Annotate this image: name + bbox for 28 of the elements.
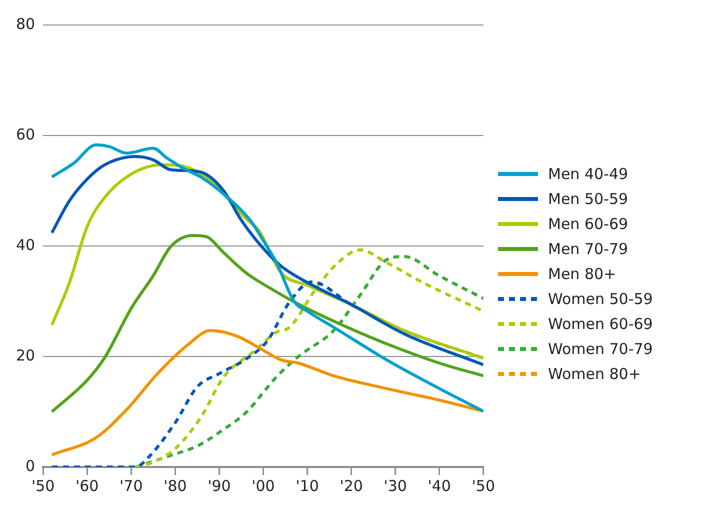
legend-label: Men 80+	[548, 264, 616, 282]
y-tick-label: 40	[16, 236, 36, 254]
x-tick-label: '00	[252, 476, 275, 495]
x-tick-label: '80	[164, 476, 187, 495]
x-tick-label: '50	[31, 476, 55, 495]
legend-label: Men 40-49	[548, 164, 628, 182]
x-tick-label: '70	[120, 476, 143, 495]
line-series	[50, 234, 484, 414]
x-tick-label: '50	[472, 476, 496, 495]
x-tick-label: '30	[384, 476, 407, 495]
legend-label: Men 50-59	[548, 190, 628, 208]
line-series	[50, 329, 484, 456]
x-tick-label: '60	[76, 476, 99, 495]
y-tick-label: 60	[16, 125, 36, 144]
legend-label: Women 50-59	[548, 290, 653, 308]
legend-label: Women 60-69	[548, 314, 653, 332]
x-tick-label: '10	[296, 476, 319, 495]
x-tick-label: '90	[208, 476, 231, 495]
x-tick-label: '20	[340, 476, 363, 495]
line-series	[50, 143, 484, 413]
legend-label: Men 60-69	[548, 214, 628, 232]
legend-label: Men 70-79	[548, 240, 628, 258]
y-tick-label: 20	[16, 346, 36, 364]
y-tick-label: 80	[16, 14, 36, 33]
x-tick-label: '40	[428, 476, 451, 495]
legend-label: Women 70-79	[548, 340, 653, 358]
legend-label: Women 80+	[548, 364, 641, 382]
y-tick-label: 0	[26, 456, 36, 475]
